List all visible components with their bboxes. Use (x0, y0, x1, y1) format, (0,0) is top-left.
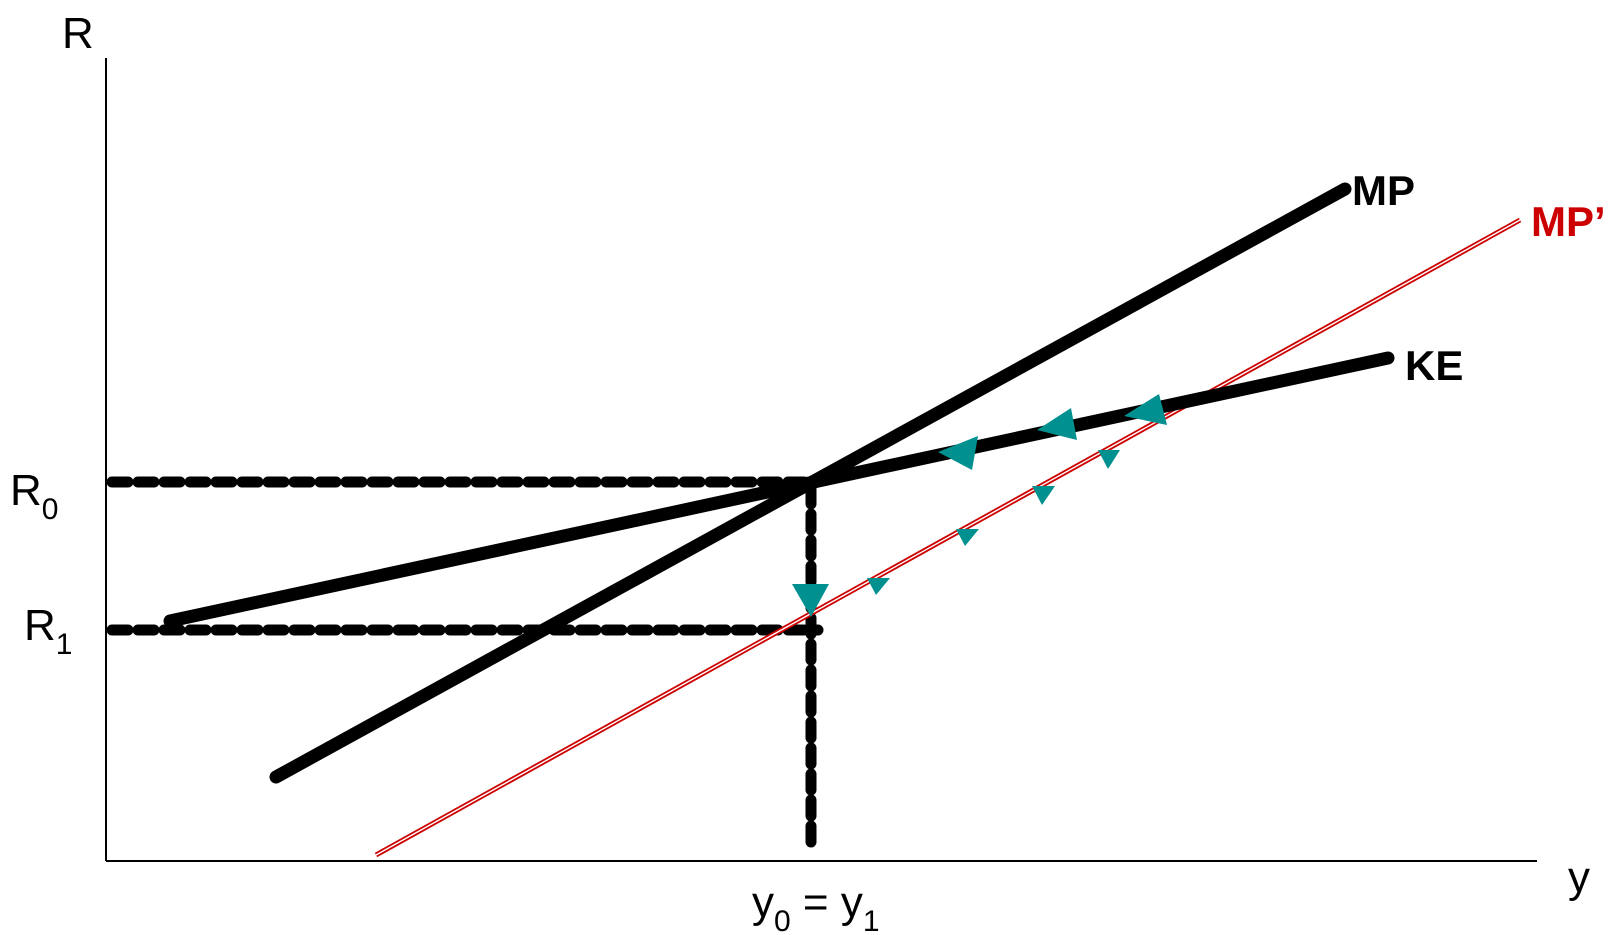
r1-tick-label: R1 (24, 601, 72, 661)
mp-prime-curve (374, 217, 1522, 858)
r0-tick-label: R0 (10, 466, 58, 526)
vertical-axis-label: R (62, 9, 94, 58)
mp-prime-adjustment-arrow (956, 529, 979, 546)
mp-prime-adjustment-arrow (1032, 486, 1055, 505)
mp-curve-label: MP (1352, 167, 1415, 214)
ke-adjustment-arrow (1037, 408, 1077, 440)
mp-prime-adjustment-arrow (1098, 450, 1120, 469)
ke-curve (163, 351, 1395, 628)
mp-prime-curve-label: MP’ (1531, 198, 1606, 245)
mp-curve (269, 182, 1352, 784)
rate-drop-arrow (792, 584, 829, 617)
y0-y1-tick-label: y0 = y1 (752, 878, 880, 935)
ke-adjustment-arrow (1124, 394, 1167, 425)
ke-curve-label: KE (1405, 342, 1463, 389)
horizontal-axis-label: y (1568, 853, 1590, 902)
mp-prime-adjustment-arrow (867, 578, 890, 595)
ke-adjustment-arrow (938, 436, 978, 470)
